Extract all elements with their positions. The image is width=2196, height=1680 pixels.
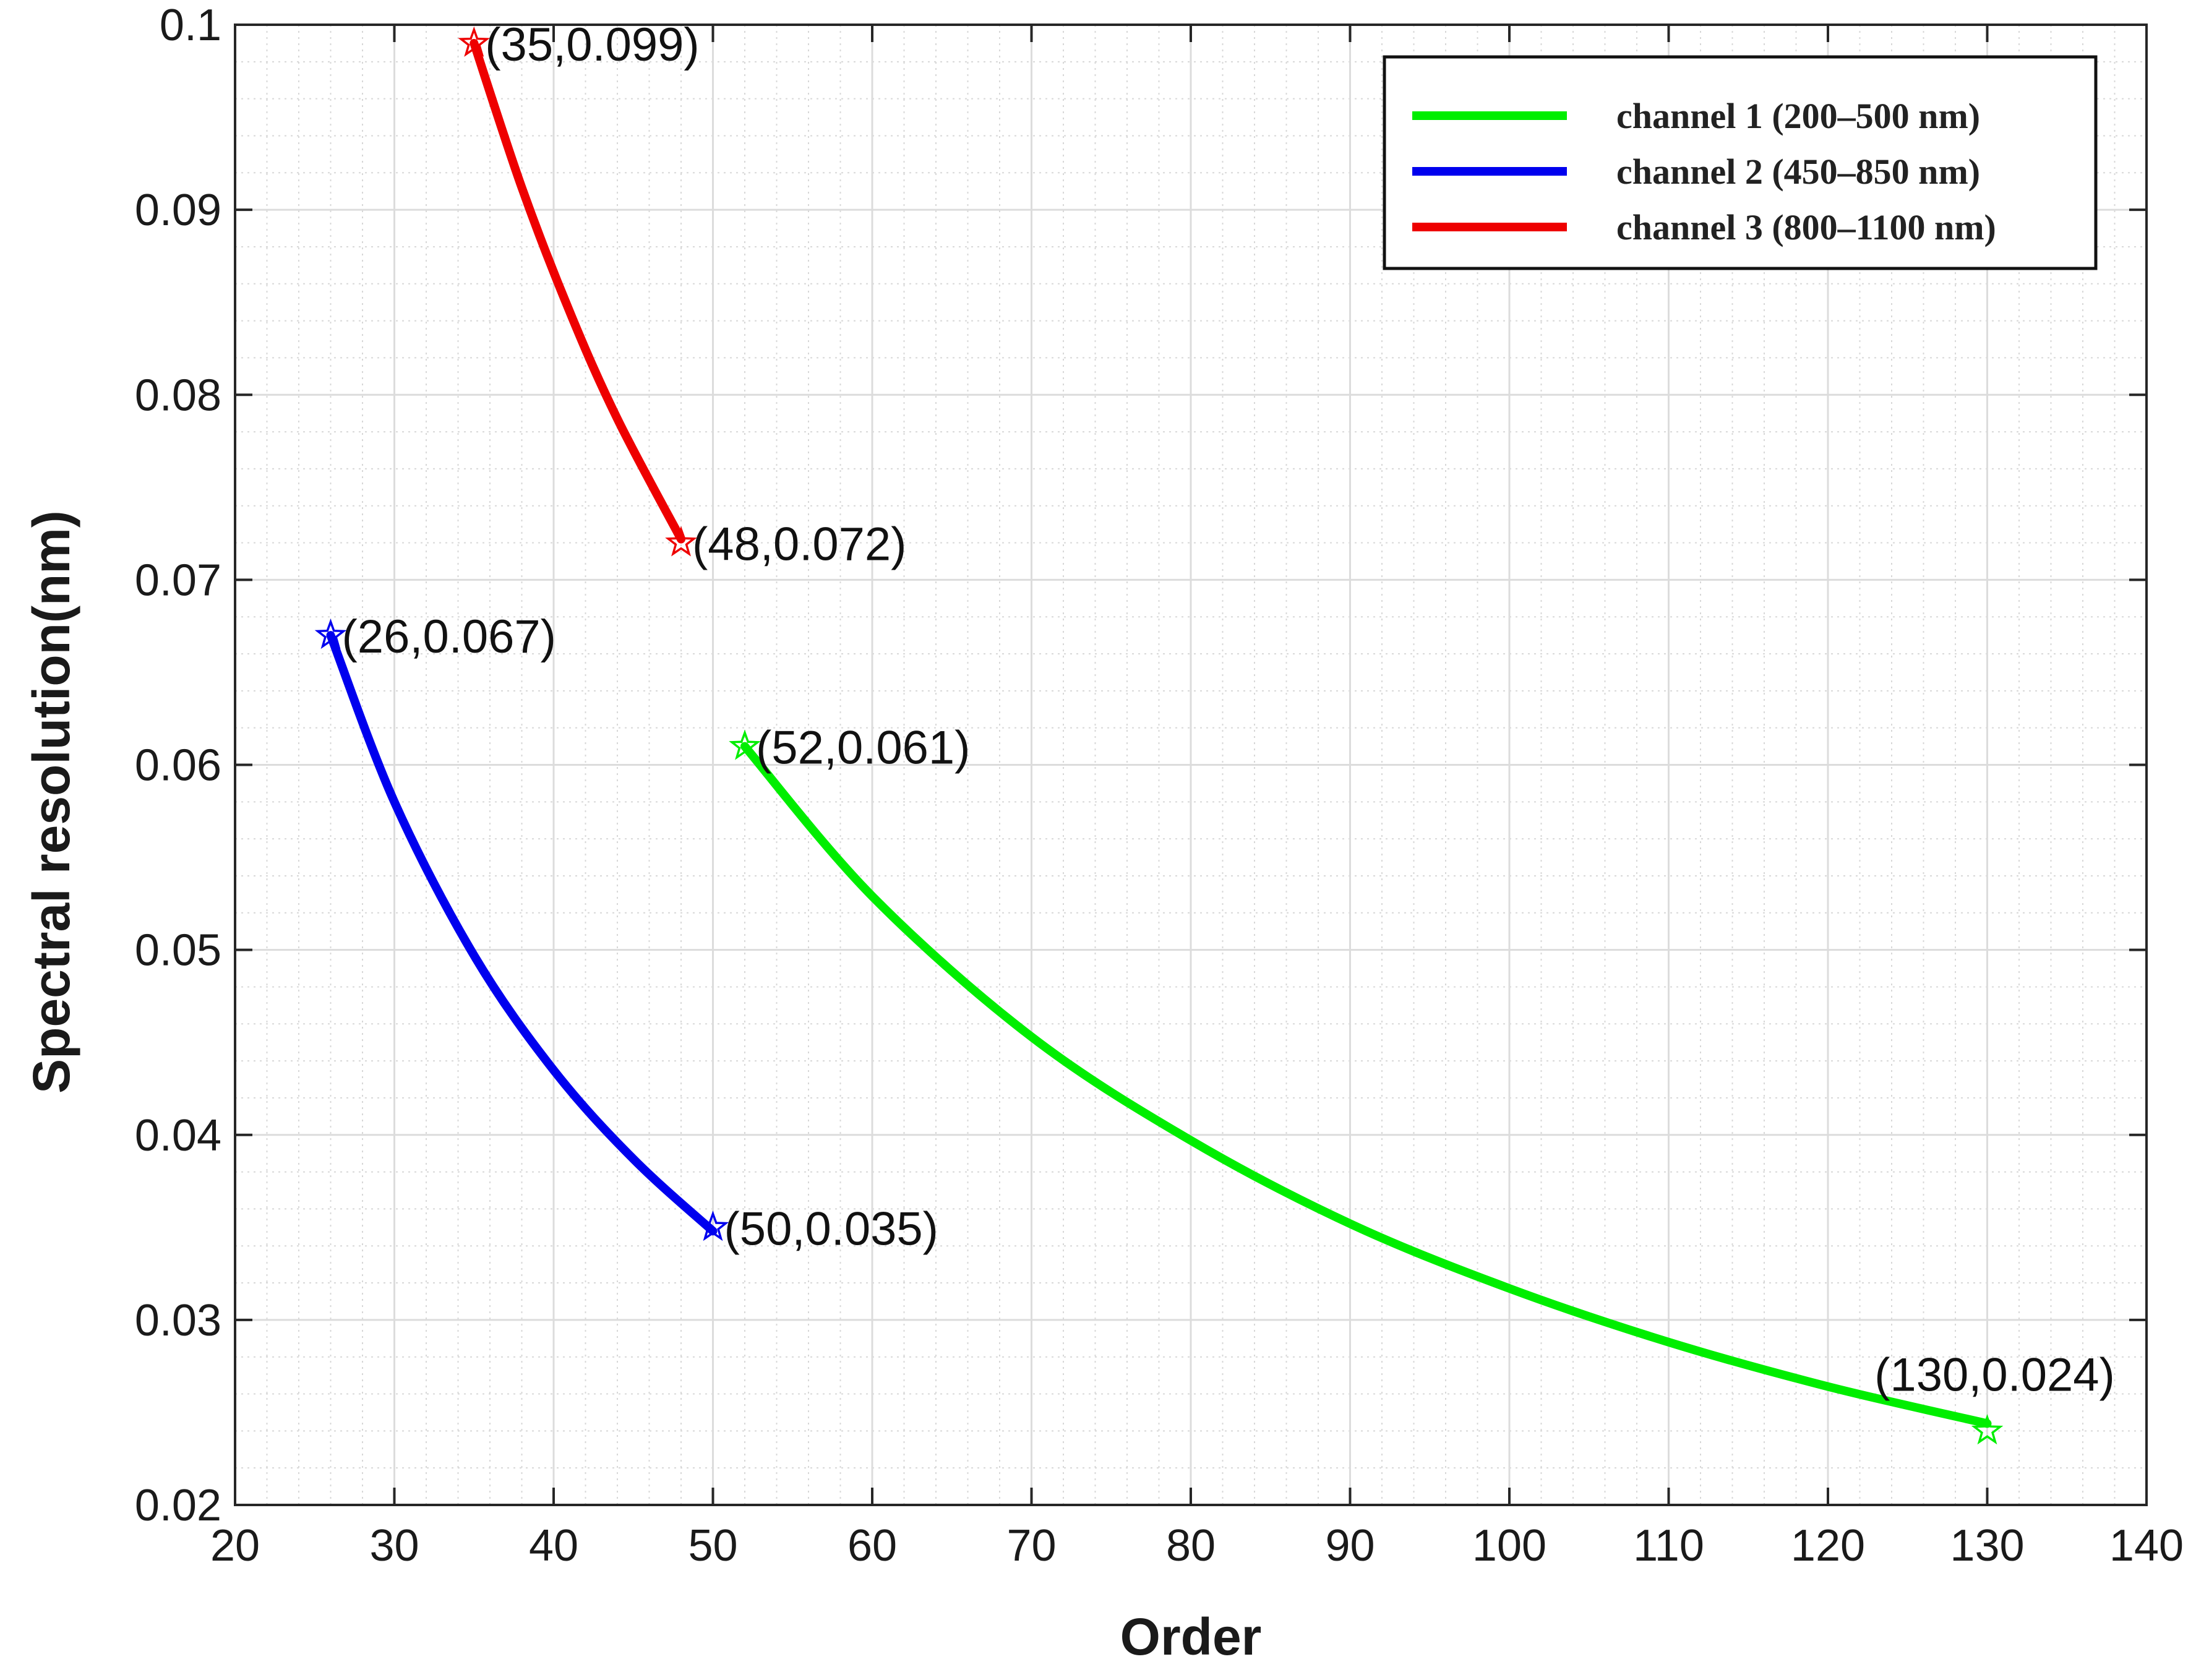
y-tick-label: 0.04 [135,1111,221,1160]
endpoint-label: (50,0.035) [724,1202,938,1255]
y-tick-label: 0.02 [135,1481,221,1530]
x-tick-label: 20 [210,1521,260,1571]
endpoint-star-marker [314,618,347,649]
y-tick-label: 0.07 [135,555,221,605]
endpoint-star-marker [729,729,761,760]
x-tick-label: 110 [1633,1521,1704,1571]
y-tick-label: 0.03 [135,1296,221,1345]
endpoint-star-marker [458,26,491,57]
endpoint-star-marker [1971,1414,2004,1445]
series-lines [326,38,1992,1428]
x-tick-label: 120 [1791,1521,1865,1571]
x-tick-label: 30 [369,1521,419,1571]
legend-entry-label: channel 2 (450–850 nm) [1616,152,1980,192]
x-tick-label: 140 [2109,1521,2184,1571]
series-line-channel-2 [326,631,718,1236]
endpoint-star-marker [665,526,697,557]
legend-entry-label: channel 1 (200–500 nm) [1616,96,1980,136]
y-tick-label: 0.09 [135,186,221,235]
endpoint-label: (26,0.067) [342,611,556,663]
y-tick-label: 0.08 [135,371,221,420]
endpoint-label: (35,0.099) [485,19,699,71]
legend-entry-label: channel 3 (800–1100 nm) [1616,207,1996,247]
axis-ticks [234,24,2148,1506]
endpoint-label: (48,0.072) [692,518,906,571]
legend-box [1383,55,2098,270]
endpoint-label: (52,0.061) [756,722,970,774]
x-axis-title: Order [1120,1608,1262,1666]
y-tick-labels: 0.02 0.03 0.04 0.05 0.06 0.07 0.08 0.09 0.1 [135,1,221,1530]
x-tick-label: 80 [1166,1521,1216,1571]
x-tick-label: 100 [1472,1521,1546,1571]
x-tick-labels: 20 30 40 50 60 70 80 90 100 110 120 130 140 [210,1521,2184,1571]
x-tick-label: 90 [1325,1521,1375,1571]
x-tick-label: 40 [529,1521,578,1571]
y-tick-label: 0.1 [160,1,221,50]
y-tick-label: 0.05 [135,926,221,975]
x-tick-label: 70 [1006,1521,1056,1571]
endpoint-label: (130,0.024) [1874,1348,2115,1401]
y-axis-title: Spectral resolution(nm) [22,510,80,1094]
y-tick-label: 0.06 [135,741,221,791]
x-tick-label: 60 [847,1521,897,1571]
endpoint-markers [314,26,2004,1445]
series-line-channel-1 [740,742,1992,1428]
x-tick-label: 50 [688,1521,737,1571]
endpoint-star-marker [697,1211,729,1241]
series-line-channel-3 [470,38,685,544]
x-tick-label: 130 [1950,1521,2024,1571]
legend: channel 1 (200–500 nm) channel 2 (450–850… [1383,55,2098,270]
data-labels: (52,0.061) (130,0.024) (26,0.067) (50,0.035… [342,19,2115,1401]
